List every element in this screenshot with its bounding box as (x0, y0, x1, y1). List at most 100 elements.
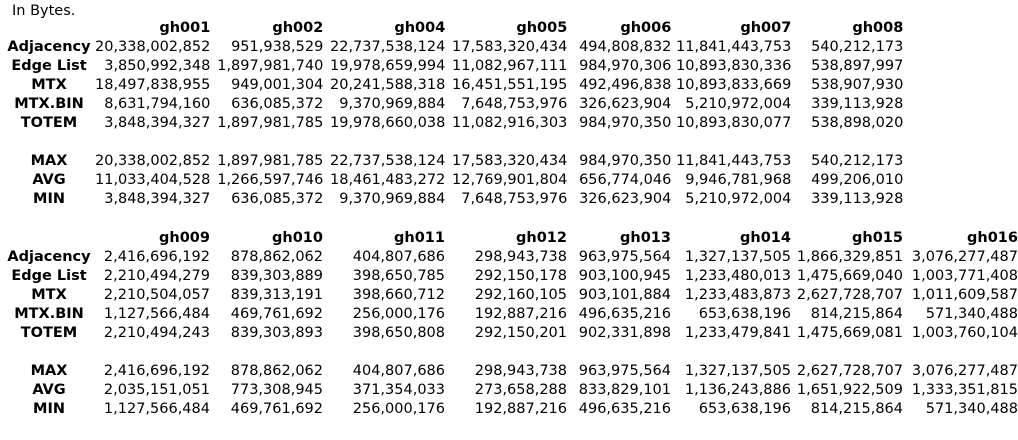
stat-cell: 339,113,928 (811, 191, 904, 207)
table-cell: 903,100,945 (578, 268, 671, 284)
table-cell: 326,623,904 (579, 96, 672, 112)
stat-cell: 469,761,692 (230, 401, 323, 417)
column-header: gh013 (620, 230, 671, 246)
table-cell: 11,082,916,303 (452, 115, 568, 131)
table-cell: 398,650,785 (352, 268, 445, 284)
row-label: Edge List (11, 58, 87, 74)
table-cell: 963,975,564 (578, 249, 671, 265)
row-label: MTX (31, 287, 67, 303)
stat-cell: 878,862,062 (230, 363, 323, 379)
table-cell: 496,635,216 (578, 306, 671, 322)
table-cell: 298,943,738 (474, 249, 567, 265)
table-cell: 903,101,884 (578, 287, 671, 303)
row-label: TOTEM (20, 115, 78, 131)
table-row: Edge List 3,850,992,348 1,897,981,740 19… (3, 57, 903, 76)
stat-cell: 656,774,046 (579, 172, 672, 188)
row-label: MTX.BIN (14, 96, 84, 112)
table-cell: 7,648,753,976 (461, 96, 568, 112)
table-row: TOTEM 2,210,494,243 839,303,893 398,650,… (3, 324, 1018, 343)
table-cell: 10,893,830,077 (676, 115, 792, 131)
row-label: MTX (31, 77, 67, 93)
table-cell: 538,897,997 (811, 58, 904, 74)
table-cell: 636,085,372 (231, 96, 324, 112)
stat-cell: 963,975,564 (578, 363, 671, 379)
table-cell: 10,893,830,336 (676, 58, 792, 74)
table-cell: 984,970,306 (579, 58, 672, 74)
table-cell: 538,898,020 (811, 115, 904, 131)
stat-cell: 22,737,538,124 (330, 153, 446, 169)
table-cell: 878,862,062 (230, 249, 323, 265)
table-cell: 1,003,771,408 (911, 268, 1018, 284)
blank-row (3, 343, 1018, 362)
stat-cell: 2,416,696,192 (103, 363, 210, 379)
table-cell: 2,210,494,243 (103, 325, 210, 341)
table-cell: 18,497,838,955 (95, 77, 211, 93)
corner-cell (3, 229, 95, 248)
table-cell: 1,011,609,587 (911, 287, 1018, 303)
table-cell: 19,978,660,038 (330, 115, 446, 131)
column-header: gh016 (967, 230, 1018, 246)
row-label: Adjacency (7, 249, 91, 265)
stat-cell: 571,340,488 (925, 401, 1018, 417)
stat-cell: 3,076,277,487 (911, 363, 1018, 379)
header-row: gh009 gh010 gh011 gh012 gh013 gh014 gh01… (3, 229, 1018, 248)
stat-cell: 984,970,350 (579, 153, 672, 169)
table-cell: 3,076,277,487 (911, 249, 1018, 265)
table-cell: 1,897,981,740 (217, 58, 324, 74)
table-cell: 256,000,176 (352, 306, 445, 322)
sizes-table-1: gh001 gh002 gh004 gh005 gh006 gh007 gh00… (3, 19, 903, 209)
table-cell: 17,583,320,434 (452, 39, 568, 55)
stats-row: MAX 2,416,696,192 878,862,062 404,807,68… (3, 362, 1018, 381)
stat-label: MIN (33, 401, 65, 417)
stats-row: MIN 1,127,566,484 469,761,692 256,000,17… (3, 400, 1018, 419)
table-cell: 20,338,002,852 (95, 39, 211, 55)
table-cell: 16,451,551,195 (452, 77, 568, 93)
table-cell: 1,866,329,851 (796, 249, 903, 265)
stat-cell: 5,210,972,004 (685, 191, 792, 207)
stats-row: AVG 11,033,404,528 1,266,597,746 18,461,… (3, 171, 903, 190)
stat-cell: 371,354,033 (352, 382, 445, 398)
stat-cell: 833,829,101 (578, 382, 671, 398)
table-cell: 814,215,864 (810, 306, 903, 322)
table-cell: 3,850,992,348 (104, 58, 211, 74)
table-cell: 404,807,686 (352, 249, 445, 265)
table-row: MTX 2,210,504,057 839,313,191 398,660,71… (3, 286, 1018, 305)
table-cell: 19,978,659,994 (330, 58, 446, 74)
table-cell: 839,313,191 (230, 287, 323, 303)
stat-cell: 1,897,981,785 (217, 153, 324, 169)
stat-cell: 1,127,566,484 (103, 401, 210, 417)
table-row: MTX.BIN 1,127,566,484 469,761,692 256,00… (3, 305, 1018, 324)
column-header: gh009 (159, 230, 210, 246)
table-cell: 1,475,669,040 (796, 268, 903, 284)
stat-cell: 298,943,738 (474, 363, 567, 379)
stat-cell: 9,370,969,884 (339, 191, 446, 207)
table-cell: 494,808,832 (579, 39, 672, 55)
table-row: Adjacency 20,338,002,852 951,938,529 22,… (3, 38, 903, 57)
table-cell: 951,938,529 (231, 39, 324, 55)
stat-cell: 326,623,904 (579, 191, 672, 207)
table-cell: 2,627,728,707 (796, 287, 903, 303)
row-label: Adjacency (7, 39, 91, 55)
stat-cell: 1,333,351,815 (911, 382, 1018, 398)
stat-label: MAX (30, 363, 68, 379)
column-header: gh007 (740, 20, 792, 36)
table-cell: 540,212,173 (811, 39, 904, 55)
table-cell: 1,897,981,785 (217, 115, 324, 131)
column-header: gh012 (516, 230, 567, 246)
stat-cell: 1,651,922,509 (796, 382, 903, 398)
stat-label: MAX (30, 153, 68, 169)
table-row: Adjacency 2,416,696,192 878,862,062 404,… (3, 248, 1018, 267)
stats-row: MIN 3,848,394,327 636,085,372 9,370,969,… (3, 190, 903, 209)
row-label: Edge List (11, 268, 87, 284)
stat-cell: 3,848,394,327 (104, 191, 211, 207)
column-header: gh010 (272, 230, 323, 246)
table-cell: 492,496,838 (579, 77, 672, 93)
table-cell: 11,841,443,753 (676, 39, 792, 55)
table-cell: 1,327,137,505 (684, 249, 791, 265)
table-cell: 10,893,833,669 (676, 77, 792, 93)
table-cell: 1,475,669,081 (796, 325, 903, 341)
stats-row: AVG 2,035,151,051 773,308,945 371,354,03… (3, 381, 1018, 400)
stats-row: MAX 20,338,002,852 1,897,981,785 22,737,… (3, 152, 904, 171)
column-header: gh008 (852, 20, 904, 36)
table-cell: 22,737,538,124 (330, 39, 446, 55)
